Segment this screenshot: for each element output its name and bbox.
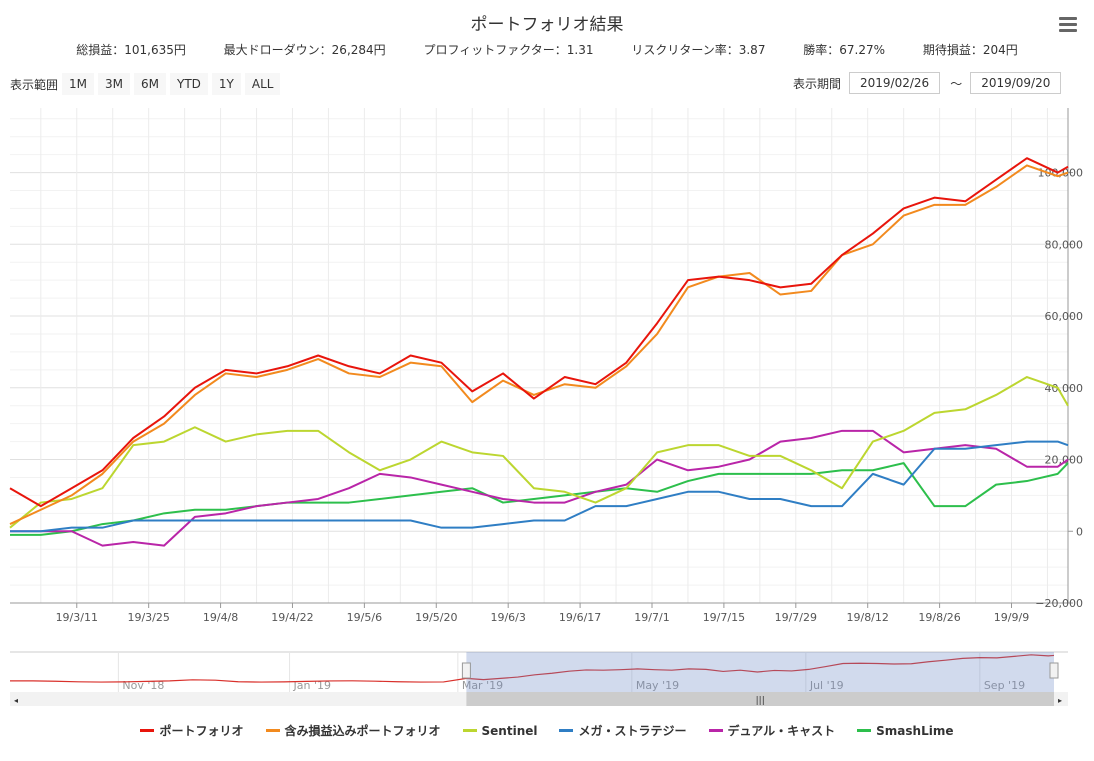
- scrollbar-grip-icon: |||: [756, 696, 765, 706]
- navigator-label: Jan '19: [293, 679, 331, 692]
- x-tick-label: 19/9/9: [994, 611, 1029, 624]
- scroll-left-arrow-icon[interactable]: ◂: [14, 696, 18, 705]
- legend-label: 含み損益込みポートフォリオ: [284, 724, 441, 738]
- x-tick-label: 19/3/11: [56, 611, 98, 624]
- x-tick-label: 19/5/6: [347, 611, 382, 624]
- legend-item[interactable]: 含み損益込みポートフォリオ: [265, 722, 441, 739]
- x-tick-label: 19/7/1: [634, 611, 669, 624]
- legend-item[interactable]: ポートフォリオ: [140, 722, 244, 739]
- y-tick-label: 100,000: [1038, 167, 1084, 180]
- legend-label: ポートフォリオ: [159, 724, 244, 738]
- scroll-right-arrow-icon[interactable]: ▸: [1058, 696, 1062, 705]
- x-tick-label: 19/4/22: [271, 611, 313, 624]
- x-tick-label: 19/3/25: [127, 611, 169, 624]
- x-tick-label: 19/7/15: [703, 611, 745, 624]
- series-line-2: [9, 376, 1069, 529]
- stat-profit-factor: プロフィットファクター：1.31: [423, 43, 594, 57]
- x-tick-label: 19/8/12: [846, 611, 888, 624]
- navigator-handle[interactable]: [461, 662, 471, 679]
- series-line-5: [10, 462, 1069, 536]
- series-line-4: [10, 429, 1069, 547]
- series-line-3: [10, 440, 1069, 533]
- legend-swatch: [708, 729, 723, 732]
- legend-swatch: [857, 729, 872, 732]
- period-selector: 表示期間 2019/02/26 ～ 2019/09/20: [793, 72, 1062, 94]
- navigator-handle[interactable]: [1049, 662, 1059, 679]
- period-label: 表示期間: [793, 76, 842, 91]
- x-tick-label: 19/8/26: [918, 611, 960, 624]
- range-button-all[interactable]: ALL: [244, 73, 281, 95]
- y-tick-label: 40,000: [1045, 382, 1084, 395]
- x-tick-label: 19/6/3: [490, 611, 525, 624]
- stat-max-drawdown: 最大ドローダウン：26,284円: [223, 43, 386, 57]
- range-button-1m[interactable]: 1M: [62, 73, 95, 95]
- y-tick-label: 80,000: [1045, 238, 1084, 251]
- stat-risk-return: リスクリターン率：3.87: [631, 43, 766, 57]
- navigator-selected-range: [466, 652, 1054, 692]
- series-line-0: [9, 157, 1069, 508]
- y-tick-label: 0: [1076, 525, 1083, 538]
- legend-swatch: [462, 729, 477, 732]
- y-tick-label: 20,000: [1045, 454, 1084, 467]
- series-line-1: [9, 164, 1069, 525]
- legend-swatch: [265, 729, 280, 732]
- range-button-1y[interactable]: 1Y: [211, 73, 241, 95]
- legend-label: デュアル・キャスト: [727, 724, 836, 738]
- scrollbar-thumb[interactable]: [466, 692, 1054, 706]
- navigator-label: Mar '19: [462, 679, 503, 692]
- navigator-label: Sep '19: [984, 679, 1025, 692]
- chart-title: ポートフォリオ結果: [470, 15, 624, 35]
- x-tick-label: 19/4/8: [203, 611, 238, 624]
- y-tick-label: −20,000: [1035, 597, 1083, 610]
- legend-swatch: [140, 729, 155, 732]
- stat-expected-profit: 期待損益：204円: [922, 43, 1018, 57]
- legend-label: メガ・ストラテジー: [578, 724, 687, 738]
- range-label: 表示範囲: [10, 77, 59, 92]
- range-button-3m[interactable]: 3M: [98, 73, 131, 95]
- legend-item[interactable]: Sentinel: [462, 722, 538, 739]
- navigator-label: May '19: [636, 679, 679, 692]
- period-from-input[interactable]: 2019/02/26: [849, 72, 941, 94]
- legend-label: SmashLime: [876, 723, 954, 738]
- stat-win-rate: 勝率：67.27%: [803, 43, 886, 57]
- range-button-6m[interactable]: 6M: [134, 73, 167, 95]
- x-tick-label: 19/6/17: [559, 611, 601, 624]
- period-separator: ～: [950, 76, 963, 91]
- legend-item[interactable]: メガ・ストラテジー: [559, 722, 687, 739]
- stat-total-profit: 総損益：101,635円: [76, 43, 186, 57]
- range-button-ytd[interactable]: YTD: [170, 73, 208, 95]
- summary-stats: 総損益：101,635円 最大ドローダウン：26,284円 プロフィットファクタ…: [0, 41, 1094, 58]
- navigator-label: Jul '19: [809, 679, 844, 692]
- period-to-input[interactable]: 2019/09/20: [970, 72, 1062, 94]
- x-tick-label: 19/5/20: [415, 611, 457, 624]
- hamburger-menu-icon[interactable]: [1059, 17, 1077, 35]
- legend-swatch: [559, 729, 574, 732]
- legend-item[interactable]: デュアル・キャスト: [708, 722, 836, 739]
- legend-label: Sentinel: [481, 723, 538, 738]
- x-tick-label: 19/7/29: [775, 611, 817, 624]
- legend-item[interactable]: SmashLime: [857, 722, 954, 739]
- navigator-series: [9, 654, 1055, 683]
- range-selector: 表示範囲 1M 3M 6M YTD 1Y ALL: [10, 73, 281, 95]
- y-tick-label: 60,000: [1045, 310, 1084, 323]
- legend: ポートフォリオ 含み損益込みポートフォリオ Sentinel メガ・ストラテジー デュア…: [0, 722, 1094, 739]
